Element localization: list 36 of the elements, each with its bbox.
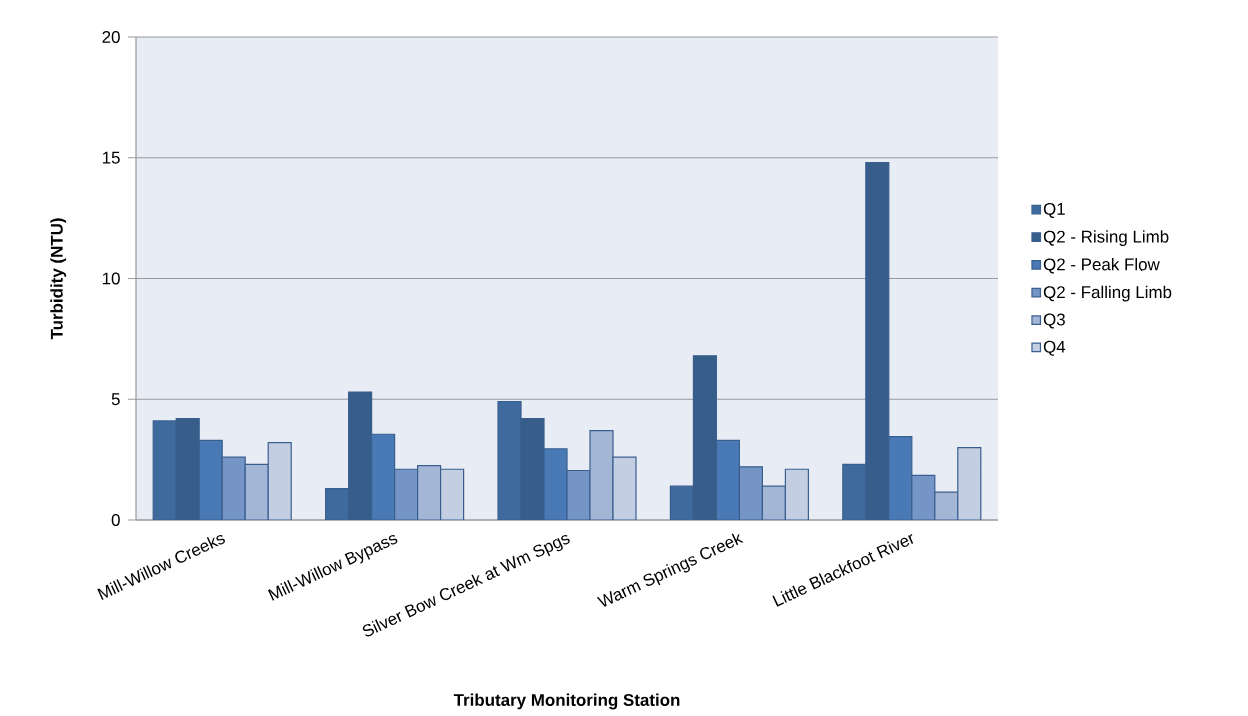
- bar: [371, 434, 395, 520]
- x-axis-title: Tributary Monitoring Station: [453, 693, 680, 710]
- legend-label: Q2 - Falling Limb: [1043, 285, 1172, 302]
- legend-label: Q2 - Rising Limb: [1043, 230, 1169, 246]
- bar: [934, 491, 959, 520]
- bar: [222, 457, 246, 520]
- y-tick-label: 0: [111, 513, 120, 526]
- bar: [498, 401, 522, 520]
- legend-label: Q2 - Peak Flow: [1043, 257, 1160, 274]
- y-tick-label: 20: [102, 30, 120, 43]
- legend-label: Q3: [1043, 313, 1065, 329]
- bar: [957, 446, 982, 520]
- legend-label: Q4: [1043, 340, 1066, 356]
- bar: [888, 436, 913, 520]
- bar: [153, 420, 177, 520]
- bar: [268, 442, 292, 520]
- bar: [670, 486, 694, 520]
- bar: [842, 463, 867, 520]
- y-axis-title: Turbidity (NTU): [50, 218, 67, 340]
- y-tick-label: 15: [102, 151, 120, 164]
- bar: [590, 430, 614, 520]
- bar: [911, 474, 936, 520]
- legend-label: Q1: [1043, 202, 1065, 218]
- bar: [440, 469, 464, 520]
- bar: [544, 448, 568, 520]
- y-tick-label: 10: [102, 272, 120, 285]
- bar: [417, 465, 441, 520]
- bar: [245, 464, 269, 520]
- bar: [785, 469, 809, 520]
- bar: [762, 486, 786, 520]
- bar: [199, 440, 223, 520]
- bar: [394, 469, 418, 520]
- bar: [325, 488, 349, 520]
- bar: [739, 466, 763, 520]
- y-tick-label: 5: [111, 393, 120, 406]
- bar: [716, 440, 740, 520]
